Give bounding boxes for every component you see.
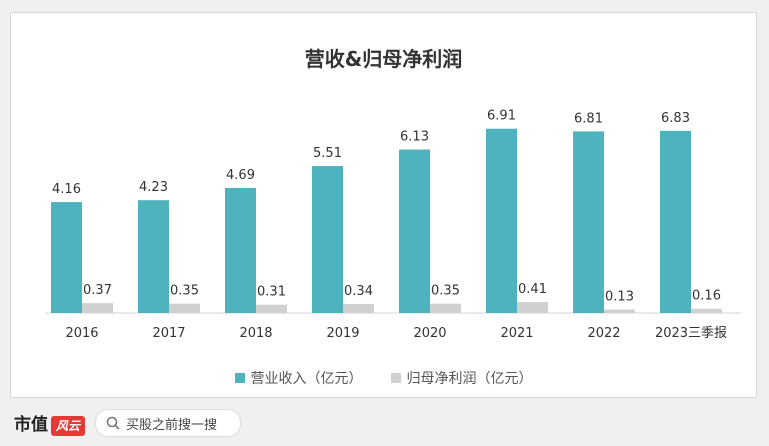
data-label-net-profit-4: 0.35 <box>431 284 460 299</box>
bar-revenue-4 <box>399 149 430 313</box>
bar-revenue-5 <box>486 128 517 313</box>
bar-net-profit-1 <box>169 303 200 313</box>
bar-net-profit-3 <box>343 303 374 313</box>
bar-revenue-6 <box>573 131 604 313</box>
bar-revenue-7 <box>660 130 691 313</box>
bar-net-profit-5 <box>517 302 548 313</box>
search-box[interactable]: 买股之前搜一搜 <box>95 409 242 437</box>
x-tick-label-4: 2020 <box>413 326 446 341</box>
legend-item-net-profit: 归母净利润（亿元） <box>390 368 533 388</box>
bar-net-profit-4 <box>430 303 461 313</box>
x-tick-label-7: 2023三季报 <box>655 326 727 341</box>
data-label-revenue-3: 5.51 <box>313 146 342 161</box>
bar-revenue-2 <box>225 187 256 313</box>
data-label-net-profit-0: 0.37 <box>83 283 112 298</box>
brand-logo: 市值 风云 <box>14 410 86 436</box>
legend-label-revenue: 营业收入（亿元） <box>250 371 363 387</box>
bar-revenue-1 <box>138 200 169 313</box>
chart-card: 营收&归母净利润 4.16 0.37 2016 4.23 0.35 2017 4.69 0.3… <box>10 12 757 398</box>
bar-net-profit-0 <box>82 303 113 313</box>
bar-chart: 4.16 0.37 2016 4.23 0.35 2017 4.69 0.31 2018 5.51… <box>45 109 741 341</box>
brand-mark: 风云 <box>51 416 86 436</box>
x-tick-label-3: 2019 <box>326 326 359 341</box>
data-label-net-profit-2: 0.31 <box>257 285 286 300</box>
chart-legend: 营业收入（亿元） 归母净利润（亿元） <box>11 368 756 388</box>
chart-title: 营收&归母净利润 <box>304 47 463 71</box>
search-icon <box>106 416 120 430</box>
search-placeholder: 买股之前搜一搜 <box>126 417 218 433</box>
bar-net-profit-7 <box>691 308 722 313</box>
bar-net-profit-6 <box>604 309 635 313</box>
data-label-revenue-4: 6.13 <box>400 130 429 145</box>
x-tick-label-1: 2017 <box>152 326 185 341</box>
footer-bar: 市值 风云 买股之前搜一搜 <box>0 400 769 446</box>
x-tick-label-6: 2022 <box>587 326 620 341</box>
bar-net-profit-2 <box>256 304 287 313</box>
data-label-revenue-1: 4.23 <box>139 180 168 195</box>
x-tick-label-0: 2016 <box>65 326 98 341</box>
data-label-net-profit-3: 0.34 <box>344 284 373 299</box>
x-tick-label-5: 2021 <box>500 326 533 341</box>
brand-name: 市值 <box>14 415 48 435</box>
data-label-net-profit-5: 0.41 <box>518 282 547 297</box>
data-label-net-profit-1: 0.35 <box>170 284 199 299</box>
data-label-revenue-6: 6.81 <box>574 111 603 126</box>
legend-item-revenue: 营业收入（亿元） <box>234 368 363 388</box>
data-label-revenue-7: 6.83 <box>661 111 690 126</box>
legend-swatch-net-profit <box>390 373 401 383</box>
bar-revenue-3 <box>312 166 343 313</box>
legend-label-net-profit: 归母净利润（亿元） <box>406 371 533 387</box>
legend-swatch-revenue <box>234 373 245 383</box>
data-label-net-profit-6: 0.13 <box>605 290 634 305</box>
data-label-revenue-2: 4.69 <box>226 168 255 183</box>
data-label-revenue-5: 6.91 <box>487 109 516 124</box>
data-label-revenue-0: 4.16 <box>52 182 81 197</box>
x-tick-label-2: 2018 <box>239 326 272 341</box>
data-label-net-profit-7: 0.16 <box>692 289 721 304</box>
bar-revenue-0 <box>51 202 82 313</box>
